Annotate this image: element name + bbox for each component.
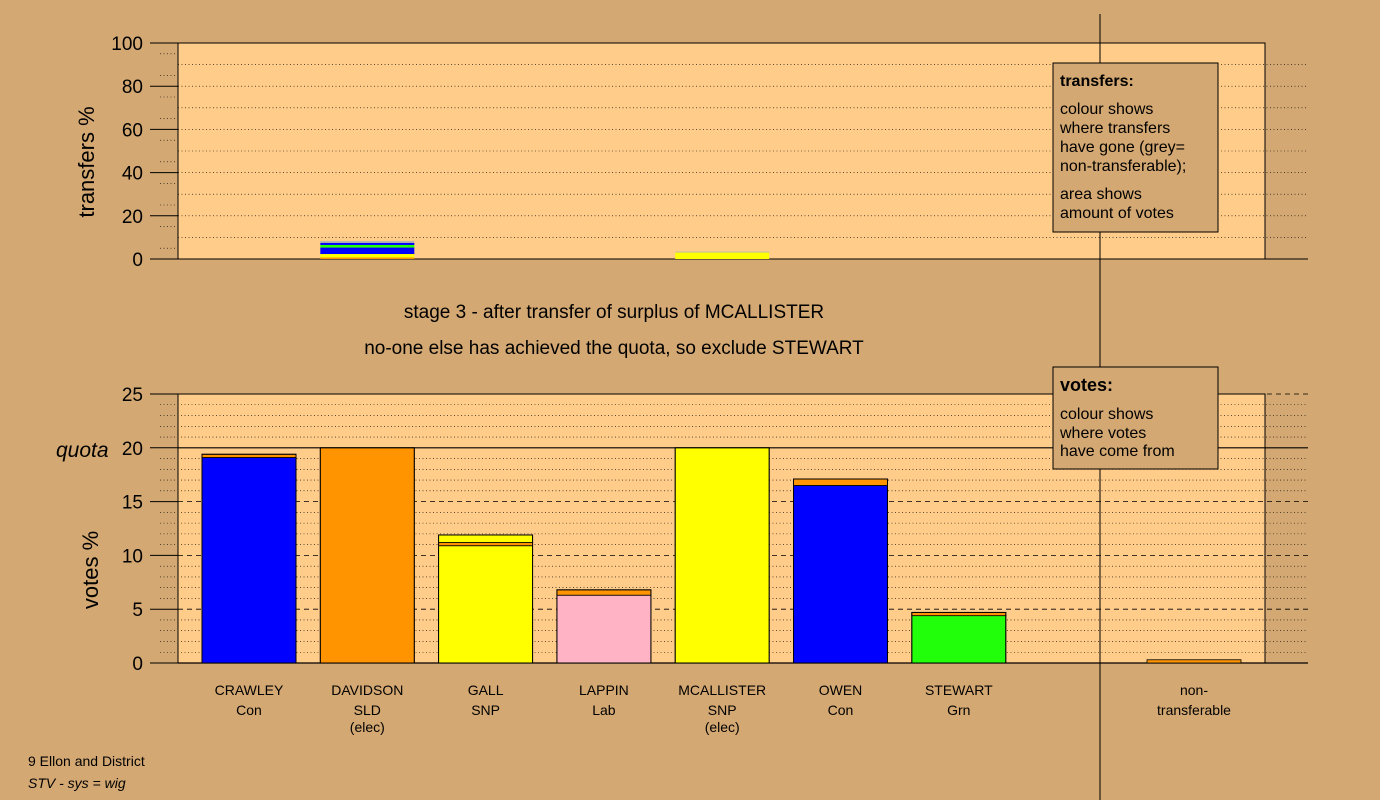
vote-segment — [911, 615, 1007, 664]
candidate-labels: CRAWLEYConDAVIDSONSLD(elec)GALLSNPLAPPIN… — [215, 682, 1232, 735]
vote-bar-outline — [319, 447, 415, 664]
vote-bar-outline — [201, 453, 297, 664]
transfers-legend-line: have gone (grey= — [1060, 139, 1185, 156]
non-transferable-label: non- — [1180, 682, 1208, 698]
vote-segment — [438, 545, 534, 664]
transfer-segment — [320, 254, 415, 258]
stage-line-1: stage 3 - after transfer of surplus of M… — [404, 302, 824, 323]
votes-legend-line: colour shows — [1060, 406, 1153, 423]
transfer-segment — [320, 257, 415, 259]
transfers-y-tick-label: 100 — [111, 34, 143, 55]
candidate-name: GALL — [468, 682, 504, 698]
vote-segment — [438, 534, 534, 543]
votes-legend-line: have come from — [1060, 443, 1175, 460]
vote-segment — [793, 478, 888, 486]
transfers-legend-title: transfers: — [1060, 73, 1134, 90]
transfer-segment — [320, 244, 415, 248]
votes-legend-line: where votes — [1059, 425, 1146, 442]
transfers-y-tick-label: 40 — [122, 164, 143, 185]
footer-constituency: 9 Ellon and District — [28, 753, 145, 769]
transfer-segment — [675, 252, 770, 259]
candidate-elected: (elec) — [705, 719, 740, 735]
vote-bar-outline — [911, 611, 1007, 664]
vote-segment — [438, 542, 534, 547]
transfers-y-tick-label: 60 — [122, 120, 143, 141]
vote-segment — [793, 485, 888, 664]
candidate-name: OWEN — [819, 682, 863, 698]
transfers-legend-line: colour shows — [1060, 101, 1153, 118]
candidate-party: Con — [828, 702, 854, 718]
candidate-name: STEWART — [925, 682, 993, 698]
votes-y-tick-label: 5 — [132, 600, 143, 621]
votes-y-tick-label: 15 — [122, 493, 143, 514]
votes-bars — [201, 447, 1242, 664]
candidate-party: SLD — [354, 702, 381, 718]
non-transferable-segment — [1146, 659, 1242, 664]
stage-line-2: no-one else has achieved the quota, so e… — [364, 338, 864, 359]
transfer-segment — [320, 247, 415, 255]
transfers-legend-line: non-transferable); — [1060, 158, 1186, 175]
quota-label: quota — [56, 439, 109, 462]
vote-segment — [556, 594, 652, 664]
transfers-y-tick-label: 20 — [122, 207, 143, 228]
votes-axis-label: votes % — [78, 531, 103, 609]
candidate-name: DAVIDSON — [331, 682, 403, 698]
votes-y-tick-label: 25 — [122, 385, 143, 406]
candidate-party: SNP — [708, 702, 737, 718]
non-transferable-label: transferable — [1157, 702, 1231, 718]
vote-segment — [674, 447, 770, 664]
transfers-legend-line: where transfers — [1059, 120, 1170, 137]
candidate-party: Grn — [947, 702, 970, 718]
candidate-name: LAPPIN — [579, 682, 629, 698]
candidate-name: CRAWLEY — [215, 682, 284, 698]
transfers-y-tick-label: 0 — [132, 250, 143, 271]
transfer-segment — [675, 251, 770, 253]
transfers-axis-label: transfers % — [74, 106, 99, 217]
transfers-y-tick-label: 80 — [122, 77, 143, 98]
votes-y-tick-label: 20 — [122, 439, 143, 460]
transfers-bars — [320, 241, 770, 259]
vote-bar-outline — [674, 447, 770, 664]
votes-y-tick-label: 0 — [132, 654, 143, 675]
transfers-legend-line: area shows — [1060, 186, 1142, 203]
vote-bar-outline — [438, 534, 534, 664]
votes-legend: votes: colour shows where votes have com… — [1052, 366, 1219, 470]
votes-y-tick-label: 10 — [122, 546, 143, 567]
vote-bar-outline — [793, 478, 888, 664]
transfer-segment — [320, 241, 415, 243]
transfers-legend-line: amount of votes — [1060, 205, 1174, 222]
votes-legend-title: votes: — [1060, 375, 1113, 395]
candidate-party: Lab — [592, 702, 616, 718]
vote-segment — [201, 457, 297, 664]
transfers-legend: transfers: colour shows where transfers … — [1052, 62, 1219, 233]
footer-system: STV - sys = wig — [28, 775, 126, 791]
candidate-name: MCALLISTER — [678, 682, 766, 698]
vote-bar-outline — [556, 589, 652, 664]
candidate-party: Con — [236, 702, 262, 718]
vote-segment — [556, 589, 652, 596]
candidate-party: SNP — [471, 702, 500, 718]
transfer-segment — [320, 242, 415, 245]
votes-y-axis: 0 5 10 15 20 25 — [122, 385, 178, 675]
vote-segment — [319, 447, 415, 664]
transfers-y-axis: 0 20 40 60 80 100 — [111, 34, 178, 271]
candidate-elected: (elec) — [350, 719, 385, 735]
